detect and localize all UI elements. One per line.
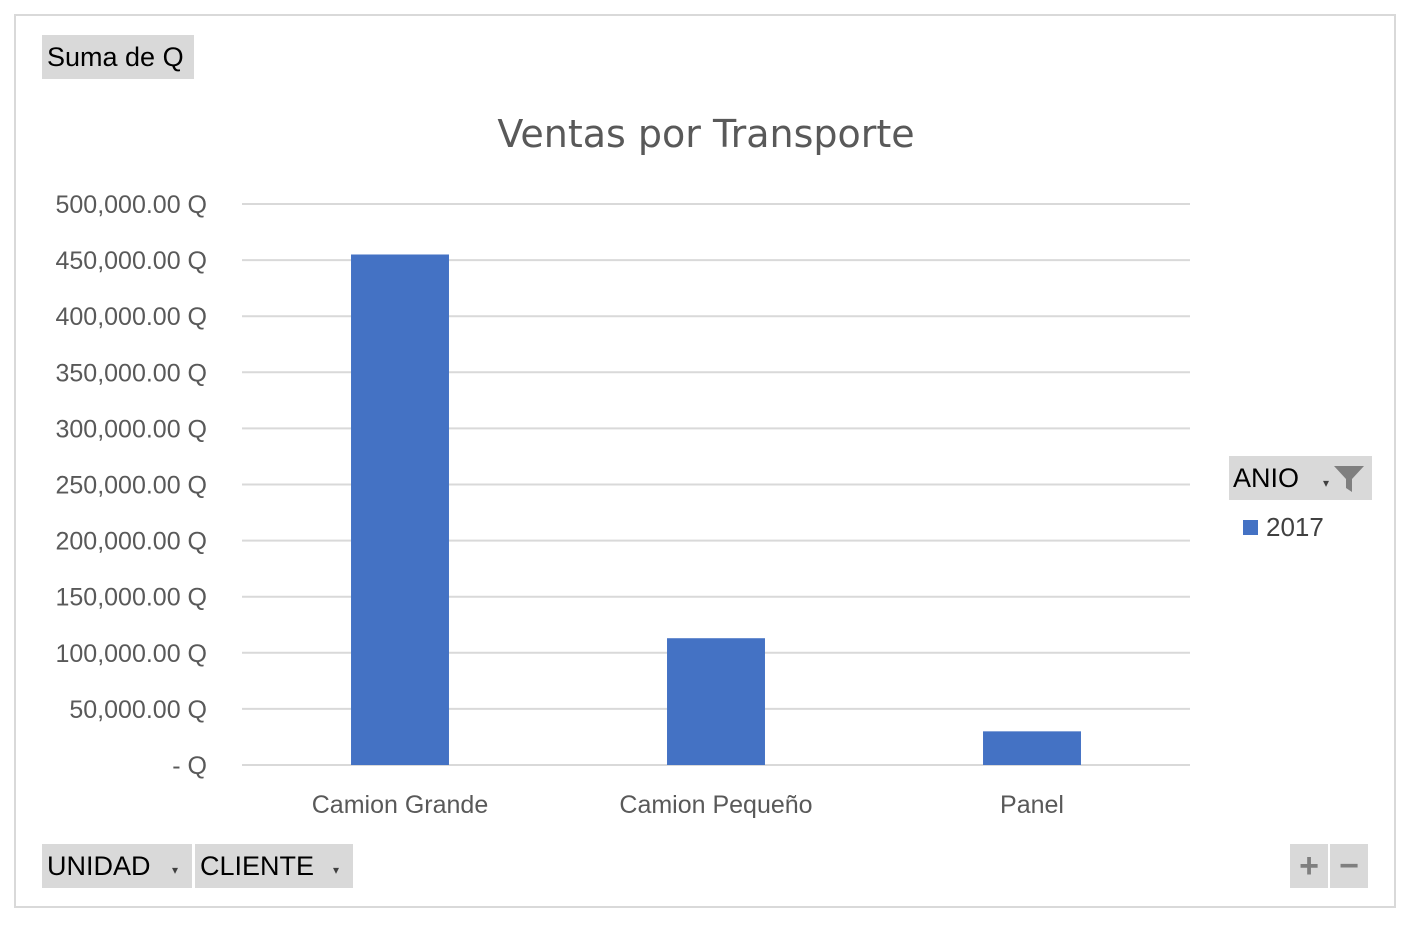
bar[interactable] (351, 254, 449, 766)
y-tick-label: 200,000.00 Q (55, 528, 207, 556)
filter-icon (1334, 466, 1364, 492)
plus-icon: + (1299, 846, 1319, 885)
y-tick-label: 300,000.00 Q (55, 415, 207, 443)
axis-field-button-unidad[interactable]: UNIDAD ▾ (42, 844, 192, 888)
collapse-button[interactable]: − (1330, 844, 1368, 888)
bar[interactable] (983, 731, 1081, 765)
legend-swatch (1243, 520, 1258, 535)
y-tick-label: 350,000.00 Q (55, 359, 207, 387)
values-field-button[interactable]: Suma de Q (42, 35, 194, 79)
y-tick-label: 50,000.00 Q (69, 696, 207, 724)
bar[interactable] (667, 638, 765, 765)
x-tick-label: Camion Pequeño (619, 791, 812, 819)
legend-field-label: ANIO (1233, 462, 1300, 493)
legend-label: 2017 (1266, 512, 1324, 542)
legend-item-2017: 2017 (1243, 512, 1324, 543)
chart-title: Ventas por Transporte (497, 112, 914, 156)
x-tick-label: Camion Grande (312, 791, 488, 819)
y-tick-label: 150,000.00 Q (55, 584, 207, 612)
axis-field-label-cliente: CLIENTE (200, 850, 315, 881)
y-tick-label: 450,000.00 Q (55, 247, 207, 275)
y-tick-label: 100,000.00 Q (55, 640, 207, 668)
axis-field-button-cliente[interactable]: CLIENTE ▾ (195, 844, 353, 888)
x-tick-label: Panel (1000, 791, 1064, 819)
dropdown-arrow-icon: ▾ (332, 863, 339, 877)
dropdown-arrow-icon: ▾ (171, 863, 178, 877)
minus-icon: − (1339, 846, 1359, 885)
y-tick-label: - Q (172, 752, 207, 780)
y-tick-label: 500,000.00 Q (55, 191, 207, 219)
axis-field-label-unidad: UNIDAD (47, 850, 151, 881)
y-tick-label: 250,000.00 Q (55, 472, 207, 500)
dropdown-arrow-icon: ▾ (1323, 476, 1330, 490)
legend-field-button[interactable]: ANIO ▾ (1229, 456, 1372, 500)
values-field-label: Suma de Q (47, 41, 184, 72)
expand-button[interactable]: + (1290, 844, 1328, 888)
y-tick-label: 400,000.00 Q (55, 303, 207, 331)
zoom-controls: + − (1290, 844, 1370, 888)
